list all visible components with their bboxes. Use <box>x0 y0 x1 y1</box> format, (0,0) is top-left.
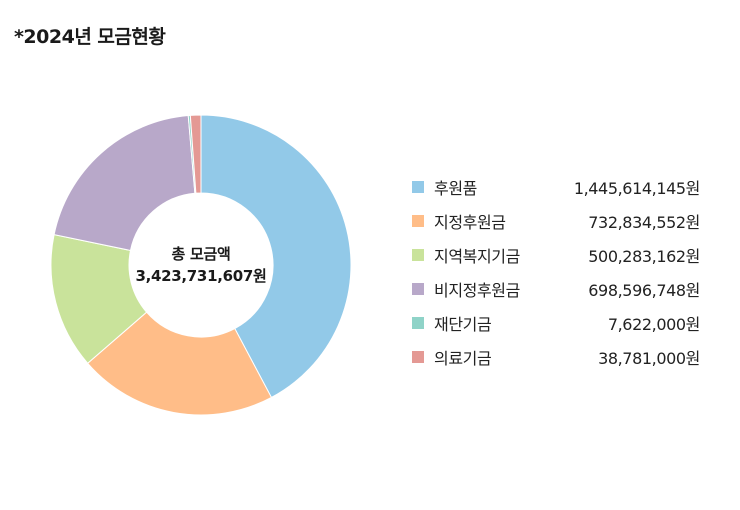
donut-slice-4 <box>53 115 196 252</box>
legend-value: 698,596,748원 <box>588 281 700 300</box>
donut-chart: 총 모금액 3,423,731,607원 <box>50 114 352 416</box>
legend-swatch <box>412 215 424 227</box>
donut-chart-svg <box>50 114 352 416</box>
legend-value: 500,283,162원 <box>588 247 700 266</box>
page-title: *2024년 모금현황 <box>14 26 166 48</box>
legend-label: 지역복지기금 <box>434 247 520 266</box>
donut-slice-1 <box>200 114 352 399</box>
legend-value: 732,834,552원 <box>588 213 700 232</box>
legend-swatch <box>412 351 424 363</box>
legend-item-1: 후원품 1,445,614,145원 <box>412 170 704 204</box>
donut-slice-6 <box>189 114 202 194</box>
donut-slice-2 <box>86 311 273 416</box>
legend-item-3: 지역복지기금 500,283,162원 <box>412 238 704 272</box>
legend-item-5: 재단기금 7,622,000원 <box>412 306 704 340</box>
legend-label: 비지정후원금 <box>434 281 520 300</box>
legend-swatch <box>412 317 424 329</box>
legend-label: 후원품 <box>434 179 477 198</box>
legend-value: 38,781,000원 <box>598 349 700 368</box>
legend-item-6: 의료기금 38,781,000원 <box>412 340 704 374</box>
legend-value: 7,622,000원 <box>607 315 701 334</box>
legend-swatch <box>412 283 424 295</box>
legend-value: 1,445,614,145원 <box>573 179 701 198</box>
legend-item-2: 지정후원금 732,834,552원 <box>412 204 704 238</box>
legend-label: 의료기금 <box>434 349 492 368</box>
legend-item-4: 비지정후원금 698,596,748원 <box>412 272 704 306</box>
legend-label: 지정후원금 <box>434 213 506 232</box>
legend-swatch <box>412 181 424 193</box>
legend-swatch <box>412 249 424 261</box>
legend-label: 재단기금 <box>434 315 492 334</box>
